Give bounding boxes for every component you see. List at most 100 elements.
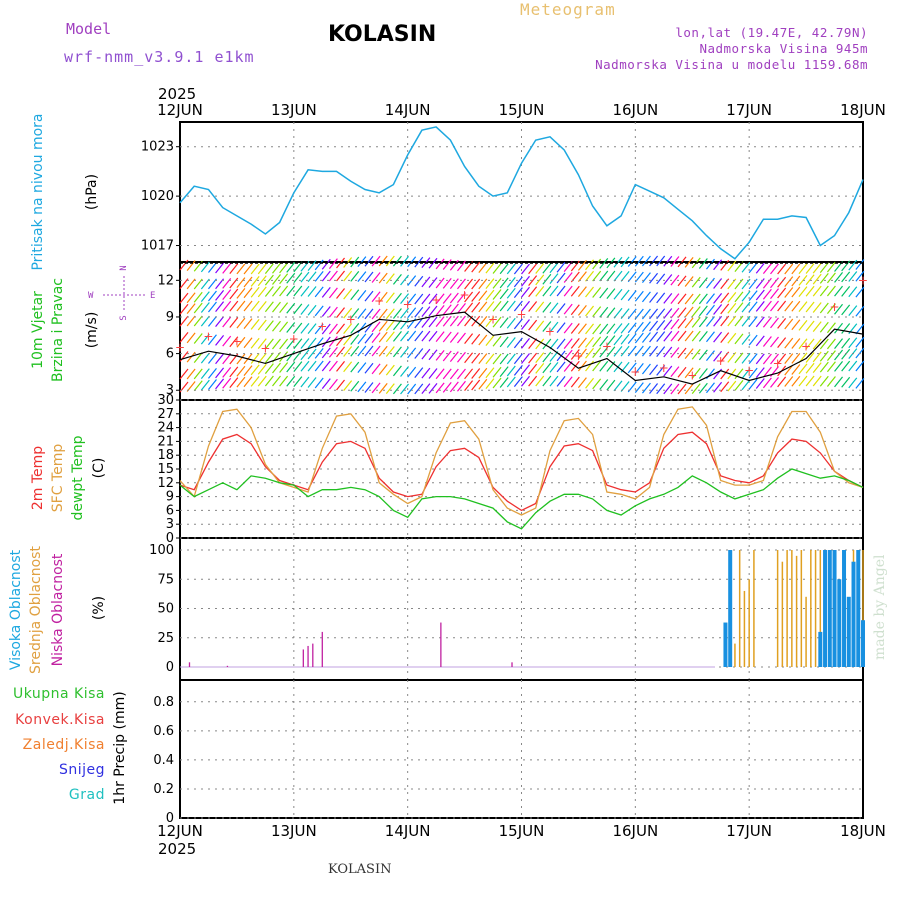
wind-barb	[279, 321, 289, 333]
wind-barb	[186, 351, 196, 363]
wind-barb	[649, 331, 659, 343]
wind-barb	[321, 347, 331, 359]
wind-barb	[727, 260, 737, 272]
wind-barb	[741, 315, 751, 327]
day-label-bottom: 17JUN	[726, 822, 772, 840]
wind-barb	[385, 346, 395, 357]
wind-barb	[442, 368, 452, 380]
wind-barb	[286, 350, 296, 362]
temp-ylabel-1: 2m Temp	[30, 446, 46, 510]
wind-barb	[641, 382, 651, 394]
clouds-tick-label: 100	[149, 543, 174, 558]
wind-barb	[549, 321, 559, 333]
wind-barb	[585, 259, 594, 271]
wind-barb	[734, 352, 744, 364]
wind-barb	[563, 338, 573, 350]
wind-barb	[755, 367, 765, 378]
day-label-bottom: 18JUN	[840, 822, 886, 840]
wind-barb	[485, 367, 495, 379]
cloud-high-bar	[832, 550, 837, 667]
wind-barb	[343, 346, 353, 357]
wind-tick-label: 3	[166, 383, 174, 398]
wind-barb	[357, 256, 367, 267]
wind-barb	[485, 289, 495, 301]
wind-barb	[634, 290, 644, 302]
wind-barb	[478, 262, 488, 274]
wind-barb	[457, 380, 466, 392]
wind-barb	[414, 256, 424, 268]
wind-barb	[513, 300, 523, 312]
wind-barb	[307, 304, 317, 316]
wind-barb	[521, 300, 530, 312]
wind-barb	[656, 365, 666, 376]
wind-barb	[762, 377, 772, 389]
wind-barb	[691, 330, 701, 342]
wind-barb	[350, 256, 360, 268]
wind-barb	[627, 256, 637, 267]
wind-barb	[677, 366, 687, 378]
wind-barb	[193, 368, 203, 380]
wind-barb	[471, 278, 481, 290]
wind-barb	[819, 273, 829, 284]
wind-barb	[371, 291, 381, 303]
wind-barb	[521, 364, 530, 376]
gust-marker: +	[431, 293, 441, 307]
wind-barb	[179, 331, 189, 343]
wind-barb	[492, 366, 502, 378]
wind-barb	[741, 368, 751, 379]
wind-barb	[727, 380, 737, 392]
wind-barb	[535, 352, 545, 363]
wind-barb	[613, 334, 623, 346]
wind-barb	[641, 321, 651, 333]
wind-barb	[457, 303, 466, 314]
wind-barb	[400, 366, 410, 377]
wind-barb	[364, 345, 374, 357]
wind-barb	[592, 336, 602, 348]
wind-barb	[506, 277, 516, 288]
wind-barb	[207, 301, 217, 313]
wind-barb	[613, 270, 623, 282]
wind-barb	[549, 361, 559, 373]
footer-station: KOLASIN	[328, 862, 392, 877]
wind-barb	[492, 353, 502, 365]
wind-barb	[257, 363, 267, 375]
wind-barb	[215, 353, 225, 365]
wind-barb	[293, 285, 303, 297]
wind-barb	[535, 320, 545, 332]
wind-barb	[200, 352, 210, 364]
wind-barb	[193, 352, 203, 364]
wind-barb	[272, 262, 281, 274]
wind-barb	[307, 337, 317, 349]
wind-barb	[677, 347, 687, 359]
wind-barb	[770, 336, 779, 348]
wind-barb	[784, 300, 794, 312]
wind-barb	[478, 278, 488, 290]
wind-barb	[343, 361, 353, 373]
wind-barb	[634, 345, 644, 357]
cloud-high-bar	[837, 579, 842, 667]
wind-barb	[236, 376, 246, 388]
wind-barb	[328, 360, 338, 372]
wind-barb	[677, 256, 687, 268]
wind-barb	[563, 272, 573, 283]
wind-barb	[528, 301, 538, 312]
wind-barb	[663, 274, 673, 285]
wind-barb	[706, 350, 715, 361]
wind-barb	[407, 293, 417, 305]
pressure-ylabel: Pritisak na nivou mora	[30, 113, 46, 270]
compass-e: E	[150, 291, 155, 301]
wind-barb	[599, 306, 609, 318]
wind-barb	[435, 350, 445, 361]
wind-barb	[798, 301, 808, 312]
wind-ylabel-1: 10m Vjetar	[30, 291, 46, 369]
wind-barb	[748, 290, 758, 301]
wind-barb	[229, 263, 239, 275]
wind-barb	[528, 319, 538, 331]
wind-barb	[577, 286, 587, 297]
wind-barb	[407, 347, 417, 359]
wind-barb	[528, 363, 538, 375]
wind-barb	[193, 278, 203, 290]
wind-barb	[777, 300, 787, 312]
wind-barb	[791, 375, 801, 387]
gust-marker: +	[602, 339, 612, 353]
